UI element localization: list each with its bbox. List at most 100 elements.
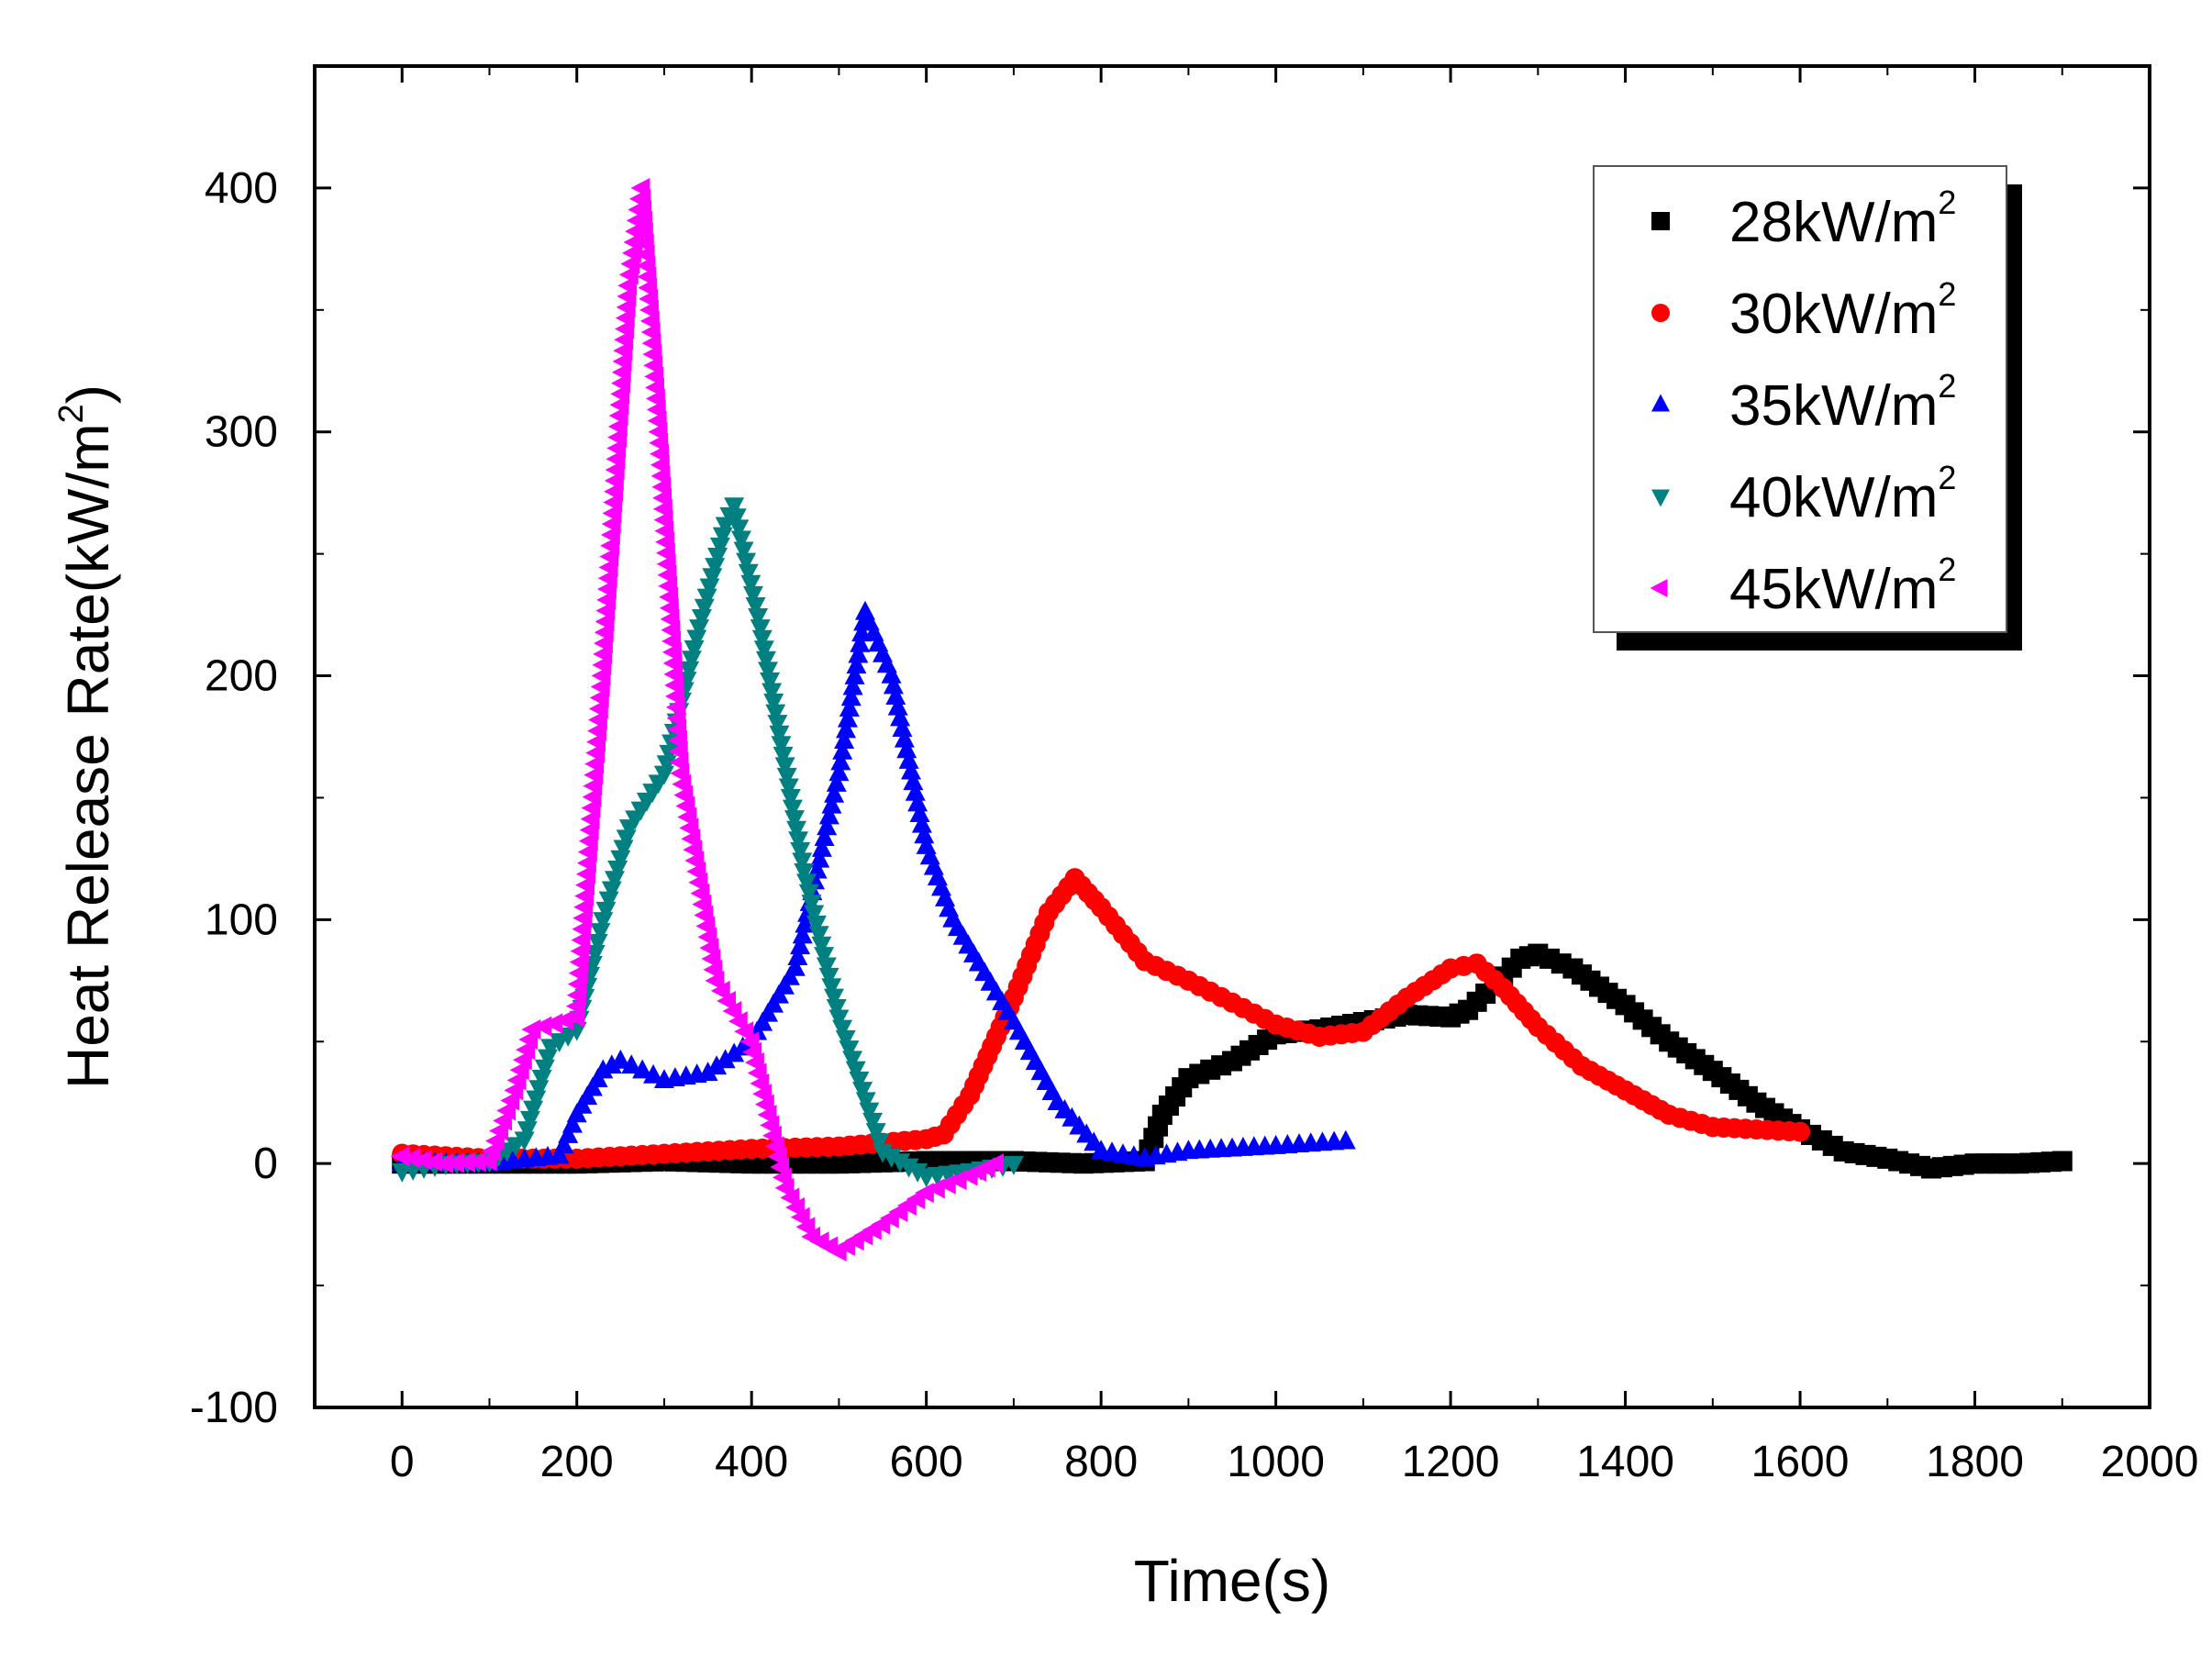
data-point bbox=[914, 824, 935, 844]
data-point bbox=[423, 1151, 443, 1173]
data-point bbox=[734, 1021, 754, 1042]
data-point bbox=[814, 947, 835, 966]
data-point bbox=[748, 608, 769, 628]
data-point bbox=[1003, 1155, 1024, 1175]
data-point bbox=[694, 598, 715, 618]
y-tick-label: 100 bbox=[205, 895, 278, 944]
data-point bbox=[839, 1040, 860, 1061]
data-point bbox=[830, 751, 851, 771]
data-point bbox=[643, 1063, 664, 1084]
data-point bbox=[705, 558, 726, 578]
data-point bbox=[780, 789, 801, 808]
data-point bbox=[707, 547, 728, 567]
data-point bbox=[901, 760, 921, 780]
data-point bbox=[790, 841, 811, 862]
data-point bbox=[750, 619, 771, 639]
data-point bbox=[757, 662, 778, 682]
data-point bbox=[717, 990, 737, 1011]
data-point bbox=[885, 685, 906, 706]
data-point bbox=[849, 1071, 870, 1091]
data-point bbox=[844, 664, 865, 684]
data-point bbox=[790, 935, 811, 955]
x-tick-label: 2000 bbox=[2101, 1438, 2199, 1486]
data-point bbox=[684, 639, 705, 660]
data-point bbox=[705, 970, 725, 991]
data-point bbox=[733, 541, 754, 562]
x-tick-label: 1400 bbox=[1576, 1438, 1674, 1486]
data-point bbox=[792, 924, 813, 944]
data-point bbox=[881, 663, 902, 684]
data-point bbox=[724, 497, 745, 517]
data-point bbox=[794, 862, 815, 883]
data-point bbox=[865, 1123, 886, 1143]
data-point bbox=[715, 1049, 736, 1069]
data-point bbox=[532, 1016, 552, 1037]
legend-label: 28kW/m2 bbox=[1729, 183, 1956, 254]
data-point bbox=[587, 934, 608, 953]
data-point bbox=[818, 967, 839, 987]
data-point bbox=[590, 923, 611, 942]
data-point bbox=[907, 792, 928, 812]
data-point bbox=[837, 707, 858, 728]
data-point bbox=[786, 820, 807, 840]
data-point bbox=[730, 530, 751, 550]
data-point bbox=[811, 936, 832, 956]
x-tick-label: 0 bbox=[390, 1438, 415, 1486]
legend-item: 45kW/m2 bbox=[1650, 550, 1956, 621]
data-point bbox=[809, 848, 830, 868]
data-point bbox=[890, 1153, 911, 1173]
data-point bbox=[610, 1049, 631, 1069]
data-point bbox=[898, 1158, 919, 1178]
x-tick-label: 1800 bbox=[1926, 1438, 2024, 1486]
data-point bbox=[736, 552, 757, 573]
data-point bbox=[763, 694, 784, 713]
legend-marker bbox=[1650, 579, 1668, 597]
data-point bbox=[821, 978, 842, 998]
data-point bbox=[709, 537, 730, 557]
data-point bbox=[826, 999, 847, 1018]
data-point bbox=[774, 757, 795, 777]
data-point bbox=[553, 1134, 574, 1154]
data-point bbox=[801, 895, 822, 915]
legend-item: 40kW/m2 bbox=[1651, 459, 1956, 529]
data-point bbox=[883, 674, 904, 695]
data-point bbox=[601, 1054, 622, 1074]
data-point bbox=[726, 508, 747, 528]
data-point bbox=[808, 926, 829, 946]
data-point bbox=[909, 803, 930, 822]
data-point bbox=[873, 1143, 894, 1163]
data-point bbox=[521, 1018, 541, 1040]
data-point bbox=[828, 762, 850, 782]
data-point bbox=[787, 946, 808, 965]
data-point bbox=[558, 1123, 579, 1143]
x-tick-label: 1200 bbox=[1402, 1438, 1500, 1486]
data-point bbox=[821, 794, 842, 814]
data-point bbox=[456, 1151, 475, 1173]
y-tick-label: 200 bbox=[205, 652, 278, 701]
data-point bbox=[850, 632, 871, 652]
data-point bbox=[839, 697, 860, 717]
data-point bbox=[804, 905, 825, 925]
data-point bbox=[706, 1055, 728, 1075]
data-point bbox=[907, 1162, 928, 1183]
data-point bbox=[890, 706, 911, 727]
data-point bbox=[760, 672, 781, 692]
data-point bbox=[806, 915, 827, 935]
legend-label: 35kW/m2 bbox=[1729, 367, 1956, 438]
data-point bbox=[755, 651, 776, 671]
x-tick-label: 800 bbox=[1064, 1438, 1138, 1486]
data-point bbox=[769, 725, 790, 745]
x-tick-label: 1000 bbox=[1227, 1438, 1325, 1486]
data-point bbox=[824, 783, 845, 803]
legend-label: 40kW/m2 bbox=[1729, 459, 1956, 529]
data-point bbox=[811, 837, 832, 857]
data-point bbox=[761, 683, 783, 703]
data-point bbox=[1335, 1129, 1356, 1150]
data-point bbox=[842, 1051, 863, 1071]
data-point bbox=[434, 1153, 454, 1174]
data-point bbox=[593, 1059, 614, 1079]
data-point bbox=[806, 859, 828, 879]
data-point bbox=[840, 686, 861, 706]
data-point bbox=[561, 1113, 583, 1133]
